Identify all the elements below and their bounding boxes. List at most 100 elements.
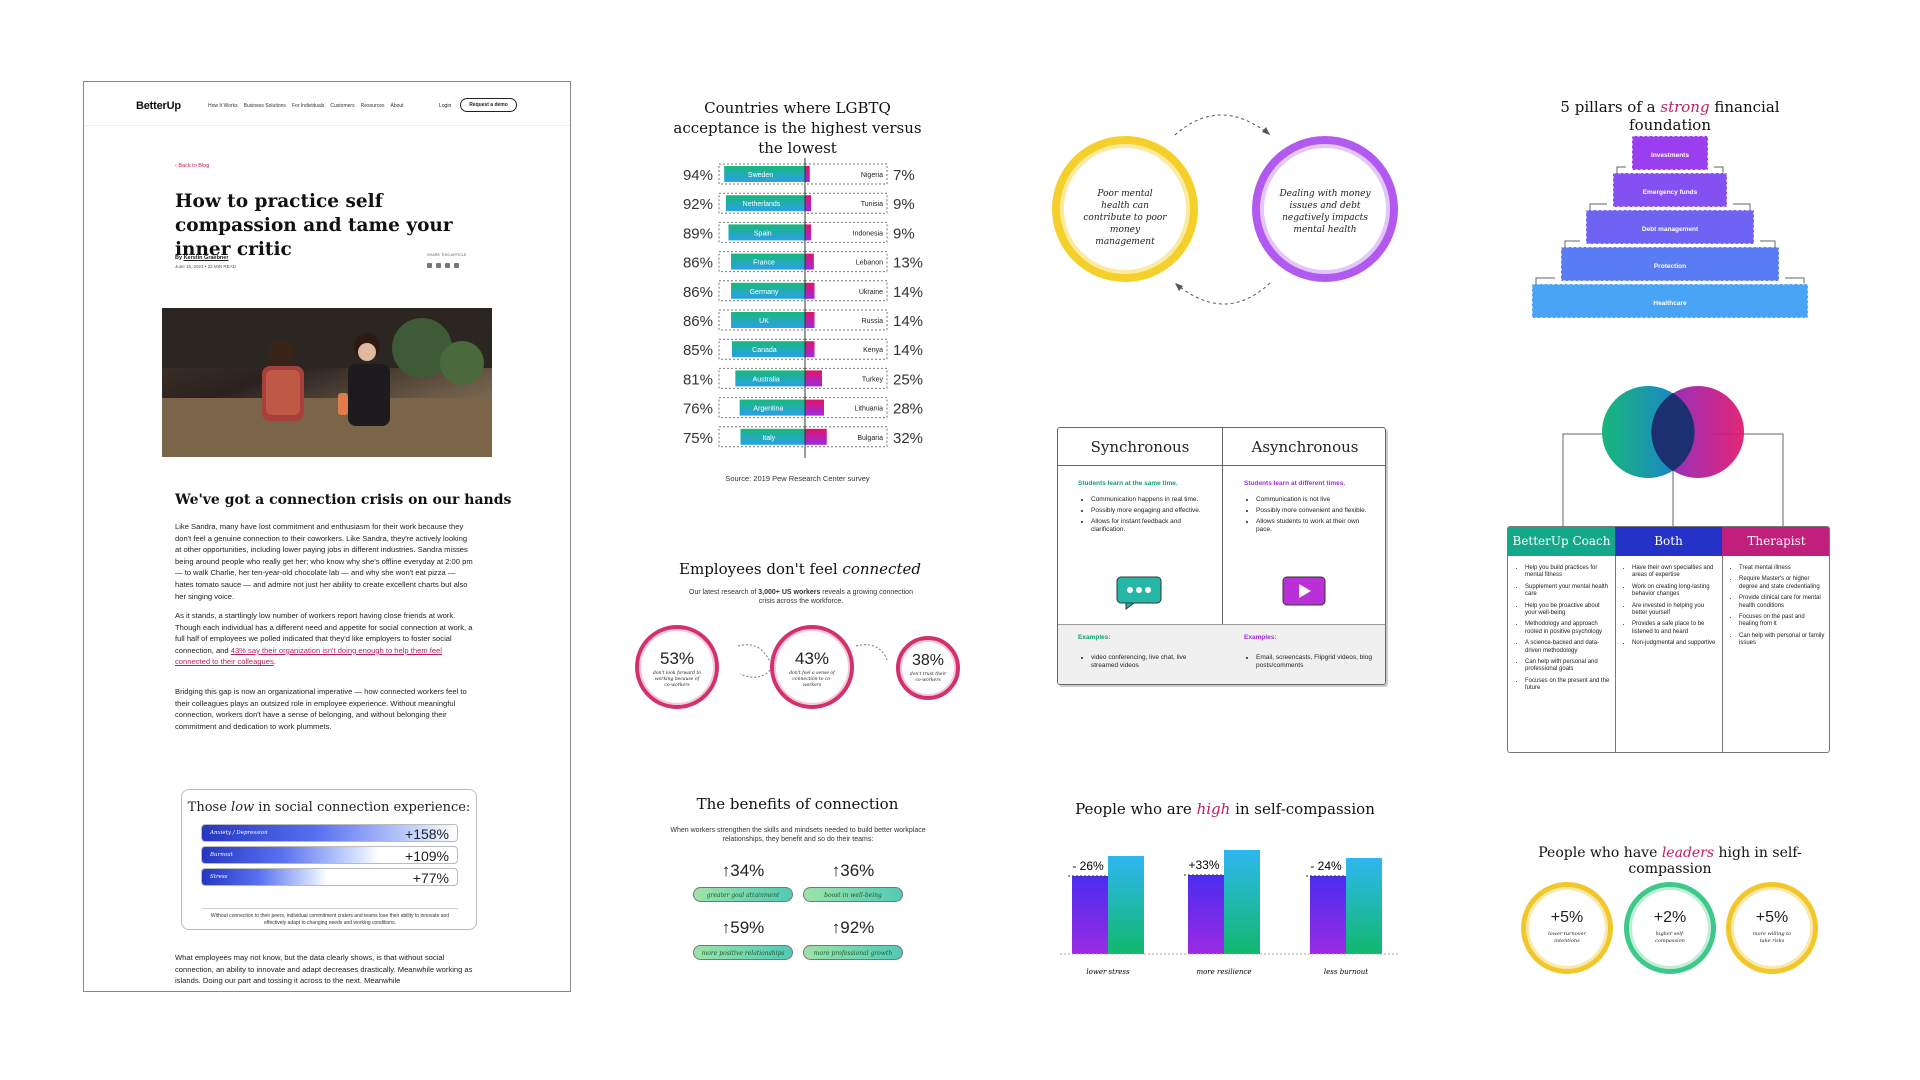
leaders-title-post: high in self-compassion: [1628, 845, 1802, 877]
cycle-circle-left: Poor mental health can contribute to poo…: [1052, 136, 1198, 282]
venn-list-item: A science-backed and data-driven methodo…: [1525, 640, 1611, 655]
venn-col-title: BetterUp Coach: [1512, 534, 1611, 548]
leaders-value: +2%: [1653, 909, 1687, 926]
low-bar: [805, 312, 815, 328]
facebook-icon[interactable]: [445, 263, 450, 268]
research-link[interactable]: 43% say their organization isn't doing e…: [175, 645, 442, 667]
low-value-label: 13%: [893, 255, 923, 272]
benefit-value: ↑36%: [831, 861, 875, 880]
callout-bar-value: +109%: [405, 848, 449, 864]
stat-value: 43%: [794, 649, 830, 668]
benefit-label: more positive relationships: [693, 945, 793, 960]
pillars-pyramid: Investments Emergency funds Debt managemen…: [1531, 135, 1809, 319]
high-country-label: Sweden: [748, 172, 773, 179]
pillar-label: Emergency funds: [1643, 189, 1698, 196]
pillars-title-post: financial foundation: [1629, 98, 1780, 134]
benefits-subtitle: When workers strengthen the skills and m…: [670, 827, 926, 843]
async-item: Allows students to work at their own pac…: [1256, 518, 1376, 534]
login-link[interactable]: Login: [439, 103, 452, 109]
back-link[interactable]: ‹ Back to Blog: [175, 163, 210, 169]
high-country-label: Netherlands: [743, 201, 781, 208]
high-bar: [724, 166, 805, 182]
leaders-value: +5%: [1550, 909, 1584, 926]
sync-title: Synchronous: [1090, 438, 1190, 456]
low-bar: [805, 370, 822, 387]
low-bar: [805, 166, 810, 182]
low-value-label: 14%: [893, 313, 923, 330]
async-item: Communication is not live: [1256, 496, 1376, 504]
callout-bar: Stress +77%: [201, 868, 458, 886]
high-value-label: 86%: [683, 313, 713, 330]
low-bar: [805, 224, 812, 241]
pillar-label: Investments: [1651, 152, 1689, 159]
low-bar: [805, 341, 815, 358]
pillar-label: Healthcare: [1653, 300, 1687, 307]
low-value-label: 25%: [893, 371, 923, 388]
callout-title-em: low: [231, 800, 255, 815]
nav-item[interactable]: Customers: [330, 103, 355, 109]
low-value-label: 32%: [893, 430, 923, 447]
nav-item[interactable]: Resources: [360, 103, 385, 109]
email-icon[interactable]: [454, 263, 459, 268]
venn-list-item: Can help with personal or family issues: [1739, 633, 1825, 648]
low-country-label: Indonesia: [853, 230, 883, 237]
selfcomp-title: People who are high in self-compassion: [1070, 800, 1380, 818]
paragraph-1: Like Sandra, many have lost commitment a…: [175, 522, 473, 601]
stat-label: don't feel a sense of connection to co-w…: [789, 671, 835, 688]
benefit-value: ↑59%: [721, 918, 765, 937]
sync-list: Communication happens in real time. Poss…: [1091, 496, 1211, 534]
change-label: - 26%: [1072, 859, 1104, 873]
baseline-bar: [1072, 876, 1108, 954]
stat-label: don't trust their co-workers: [909, 672, 947, 683]
pillar-label: Protection: [1654, 263, 1686, 270]
sync-examples-item: video conferencing, live chat, live stre…: [1091, 654, 1209, 670]
callout-note: Without connection to their peers, indiv…: [202, 908, 458, 927]
high-value-label: 86%: [683, 255, 713, 272]
nav-item[interactable]: Business Solutions: [243, 103, 286, 109]
stat-value: 53%: [659, 649, 695, 668]
callout-title: Those low in social connection experienc…: [182, 800, 476, 815]
twitter-icon[interactable]: [436, 263, 441, 268]
high-country-label: UK: [759, 318, 769, 325]
low-country-label: Ukraine: [859, 289, 883, 296]
low-bar: [805, 195, 812, 212]
share-label: SHARE THIS ARTICLE: [427, 253, 467, 257]
benefit-value: ↑34%: [721, 861, 765, 880]
leaders-title-pre: People who have: [1538, 845, 1662, 861]
nav-menu: How It Works Business Solutions For Indi…: [208, 103, 404, 109]
share-icons: [427, 263, 459, 268]
employees-subtitle-pre: Our latest research of: [689, 589, 759, 596]
lgbtq-chart: Sweden Nigeria 94% 7% Netherlands Tunisia 92% 9…: [683, 158, 923, 458]
low-value-label: 9%: [893, 225, 915, 242]
paragraph-2: As it stands, a startlingly low number o…: [175, 610, 475, 668]
employees-subtitle: Our latest research of 3,000+ US workers…: [686, 588, 916, 606]
publish-date: June 16, 2021 • 22 MIN READ: [175, 264, 236, 269]
stat-circle: 38% don't trust their co-workers: [896, 636, 960, 700]
sync-item: Communication happens in real time.: [1091, 496, 1211, 504]
author-link[interactable]: Kerstin Graebner: [183, 255, 229, 261]
high-country-label: Canada: [752, 347, 777, 354]
high-country-label: Spain: [754, 230, 772, 237]
nav-item[interactable]: How It Works: [208, 103, 238, 109]
sync-async-table: Synchronous Asynchronous Students learn …: [1057, 427, 1386, 685]
paragraph-2-text: As it stands, a startlingly low number o…: [175, 611, 473, 655]
benefit-value: ↑92%: [831, 918, 875, 937]
linkedin-icon[interactable]: [427, 263, 432, 268]
venn-list-item: Help you be proactive about your well-be…: [1525, 603, 1611, 618]
change-label: - 24%: [1310, 859, 1342, 873]
request-demo-button[interactable]: Request a demo: [460, 98, 517, 112]
betterup-logo[interactable]: BetterUp: [136, 100, 181, 112]
high-value-label: 85%: [683, 342, 713, 359]
pillars-title-em: strong: [1660, 98, 1710, 116]
high-country-label: Argentina: [753, 406, 783, 413]
venn-list-item: Require Master's or higher degree and st…: [1739, 576, 1825, 591]
nav-item[interactable]: For Individuals: [291, 103, 325, 109]
byline: By Kerstin Graebner: [175, 255, 229, 261]
selfcomp-title-em: high: [1196, 800, 1231, 818]
nav-item[interactable]: About: [390, 103, 404, 109]
high-bar: [740, 428, 805, 445]
venn-list-item: Provide clinical care for mental health …: [1739, 595, 1825, 610]
leaders-label: higher self-compassion: [1655, 931, 1685, 944]
article-title: How to practice self compassion and tame…: [175, 191, 453, 260]
low-country-label: Bulgaria: [857, 435, 883, 442]
